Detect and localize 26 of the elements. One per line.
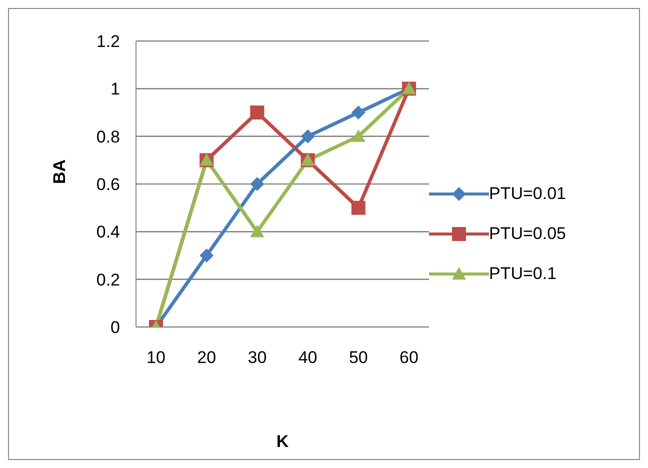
- point: [250, 106, 264, 120]
- point: [300, 129, 315, 144]
- y-tick-label: 0: [110, 318, 120, 338]
- y-tick-label: 0.2: [96, 270, 120, 290]
- y-tick-label: 1.2: [96, 32, 120, 52]
- point: [351, 129, 366, 142]
- legend-label: PTU=0.05: [489, 224, 566, 244]
- x-tick-label: 20: [197, 348, 216, 368]
- y-axis-title: BA: [50, 159, 70, 184]
- legend-label: PTU=0.01: [489, 184, 566, 204]
- y-tick-label: 0.4: [96, 222, 120, 242]
- point: [250, 177, 264, 191]
- x-axis-title: K: [276, 432, 290, 451]
- legend-label: PTU=0.1: [489, 264, 557, 284]
- y-tick-label: 1: [110, 80, 120, 99]
- point: [250, 224, 264, 238]
- x-tick-label: 50: [348, 348, 368, 368]
- x-tick-label: 40: [298, 348, 318, 368]
- point: [351, 200, 366, 215]
- x-tick-label: 10: [146, 348, 166, 368]
- point: [200, 248, 214, 262]
- y-tick-label: 0.6: [96, 175, 120, 194]
- x-tick-label: 30: [248, 348, 267, 368]
- x-tick-label: 60: [400, 348, 418, 368]
- point: [351, 106, 366, 120]
- y-tick-label: 0.8: [96, 127, 120, 146]
